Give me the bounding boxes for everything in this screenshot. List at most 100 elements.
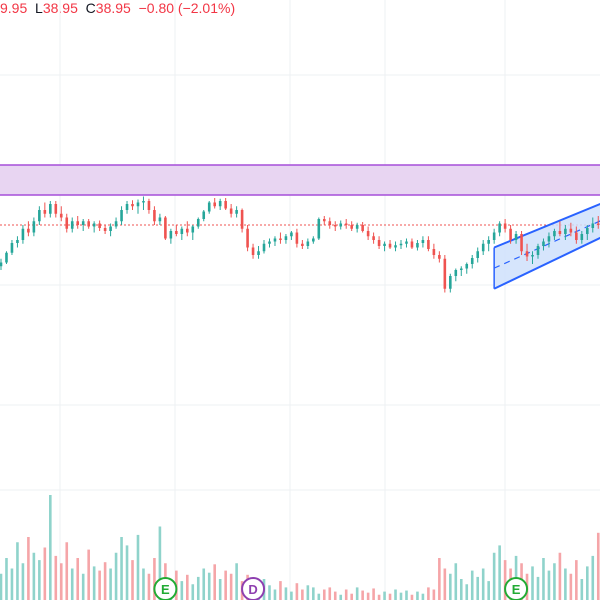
volume-bar <box>81 573 85 600</box>
candle-body <box>262 243 266 252</box>
candle-body <box>81 221 85 225</box>
candle-body <box>553 231 556 237</box>
volume-bar <box>32 552 36 600</box>
volume-bar <box>191 584 195 600</box>
candle-body <box>76 221 80 225</box>
candlestick-series <box>0 196 600 293</box>
candle-body <box>109 226 112 231</box>
volume-bar <box>542 558 545 600</box>
volume-bar <box>224 570 227 600</box>
volume-bar <box>43 547 47 600</box>
candle-body <box>569 228 573 233</box>
candle-body <box>328 221 332 225</box>
volume-bar <box>158 526 162 600</box>
candle-body <box>377 240 381 246</box>
price-change: −0.80 (−2.01%) <box>138 0 236 16</box>
resistance-zone[interactable] <box>0 164 600 196</box>
candle-body <box>246 228 249 248</box>
candle-body <box>153 210 156 222</box>
candle-body <box>531 255 534 257</box>
candle-body <box>459 268 463 270</box>
candle-body <box>224 201 227 209</box>
candle-body <box>470 258 474 264</box>
low-label: L <box>35 0 43 16</box>
volume-bar <box>459 579 463 600</box>
candle-body <box>580 234 584 240</box>
close-value: 38.95 <box>95 0 131 16</box>
channel-upper-line <box>493 202 600 249</box>
ascending-channel[interactable] <box>493 175 600 290</box>
volume-bar <box>229 573 233 600</box>
volume-bar <box>235 563 238 600</box>
volume-bar <box>202 568 206 600</box>
candle-body <box>125 204 129 210</box>
candle-body <box>481 243 485 252</box>
volume-bar <box>564 568 567 600</box>
candle-body <box>70 221 74 229</box>
volume-bar <box>322 589 326 600</box>
candle-body <box>586 228 589 234</box>
candle-body <box>87 221 90 227</box>
volume-bar <box>416 591 419 600</box>
channel-fill <box>494 204 600 289</box>
candle-body <box>268 241 271 244</box>
volume-bar <box>503 560 507 600</box>
candle-body <box>136 202 140 207</box>
candle-body <box>251 247 255 255</box>
candle-body <box>399 243 403 246</box>
candle-body <box>43 210 47 214</box>
volume-bar <box>492 552 496 600</box>
volume-bar <box>372 588 375 600</box>
volume-bar <box>394 589 397 600</box>
event-marker-earnings <box>153 577 178 600</box>
volume-bar <box>65 542 69 600</box>
candle-body <box>465 264 469 269</box>
resistance-zone-fill <box>0 165 600 195</box>
candle-body <box>158 217 162 222</box>
volume-bar <box>449 573 452 600</box>
candle-body <box>98 223 101 228</box>
candle-body <box>27 228 30 233</box>
volume-bar <box>383 591 386 600</box>
candle-body <box>114 221 118 227</box>
volume-bar <box>92 566 96 600</box>
candle-body <box>175 231 178 234</box>
candle-body <box>525 251 529 257</box>
candle-body <box>235 210 238 214</box>
volume-bar <box>87 549 90 600</box>
volume-bar <box>136 534 140 600</box>
candle-body <box>180 228 184 234</box>
volume-bar <box>454 563 458 600</box>
candle-body <box>394 245 397 248</box>
event-marker-earnings <box>504 577 529 600</box>
candle-body <box>432 249 436 255</box>
candle-body <box>476 251 480 258</box>
candle-body <box>558 231 562 234</box>
volume-bar <box>38 560 41 600</box>
volume-bar <box>377 594 381 600</box>
candle-body <box>279 238 282 240</box>
candle-body <box>273 238 277 242</box>
candle-body <box>21 228 25 240</box>
channel-lower-line <box>493 236 600 290</box>
volume-bar <box>339 594 343 600</box>
volume-bar <box>109 568 112 600</box>
candle-body <box>32 221 36 233</box>
volume-bar <box>427 587 430 600</box>
volume-bar <box>268 585 271 600</box>
volume-bar <box>147 573 151 600</box>
volume-bar <box>355 587 359 600</box>
volume-bar <box>438 558 441 600</box>
candle-body <box>355 225 359 229</box>
volume-bar <box>279 581 282 600</box>
volume-bar <box>76 558 80 600</box>
volume-bar <box>399 592 403 600</box>
volume-bar <box>290 591 293 600</box>
candle-body <box>229 208 233 214</box>
candle-body <box>333 225 337 227</box>
volume-bar <box>405 590 408 600</box>
candle-body <box>449 276 452 289</box>
candle-body <box>383 243 386 246</box>
volume-bar <box>120 537 123 600</box>
